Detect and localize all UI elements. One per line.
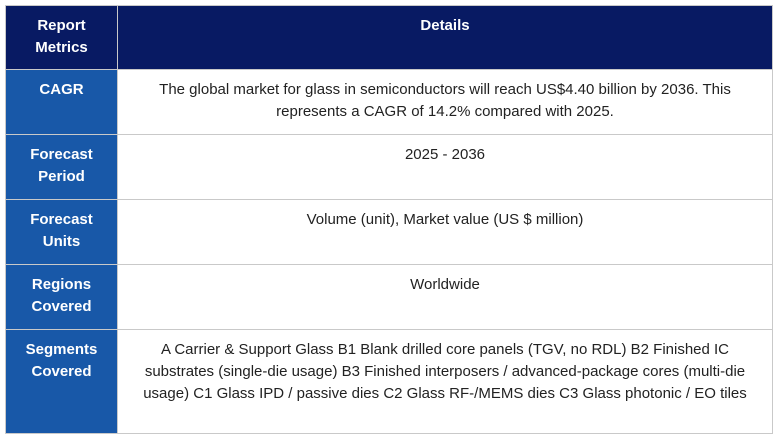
table-row: CAGR The global market for glass in semi… [5, 69, 773, 135]
detail-cell-regions-covered: Worldwide [117, 264, 773, 330]
header-metric-cell: Report Metrics [5, 5, 118, 70]
table-row: Segments Covered A Carrier & Support Gla… [5, 329, 773, 434]
metric-cell-forecast-units: Forecast Units [5, 199, 118, 265]
table-row: Forecast Units Volume (unit), Market val… [5, 199, 773, 265]
metric-label: Forecast Period [30, 146, 93, 185]
metric-cell-regions-covered: Regions Covered [5, 264, 118, 330]
metric-label: Forecast Units [30, 211, 93, 250]
metric-label: CAGR [39, 81, 84, 98]
detail-text: Volume (unit), Market value (US $ millio… [306, 211, 584, 228]
metric-cell-segments-covered: Segments Covered [5, 329, 118, 434]
detail-cell-segments-covered: A Carrier & Support Glass B1 Blank drill… [117, 329, 773, 434]
metric-cell-forecast-period: Forecast Period [5, 134, 118, 200]
metric-cell-cagr: CAGR [5, 69, 118, 135]
header-details-label: Details [420, 17, 470, 34]
detail-text: Worldwide [410, 276, 480, 293]
detail-cell-forecast-units: Volume (unit), Market value (US $ millio… [117, 199, 773, 265]
report-metrics-table: Report Metrics Details CAGR The global m… [5, 5, 773, 434]
table-row: Forecast Period 2025 - 2036 [5, 134, 773, 200]
header-metric-label: Report Metrics [35, 17, 88, 56]
metric-label: Regions Covered [31, 276, 92, 315]
detail-text: 2025 - 2036 [404, 146, 486, 163]
table-row: Regions Covered Worldwide [5, 264, 773, 330]
detail-text: A Carrier & Support Glass B1 Blank drill… [143, 341, 747, 402]
detail-cell-cagr: The global market for glass in semicondu… [117, 69, 773, 135]
detail-text: The global market for glass in semicondu… [159, 81, 731, 120]
metric-label: Segments Covered [25, 341, 98, 380]
table-header-row: Report Metrics Details [5, 5, 773, 70]
detail-cell-forecast-period: 2025 - 2036 [117, 134, 773, 200]
header-details-cell: Details [117, 5, 773, 70]
